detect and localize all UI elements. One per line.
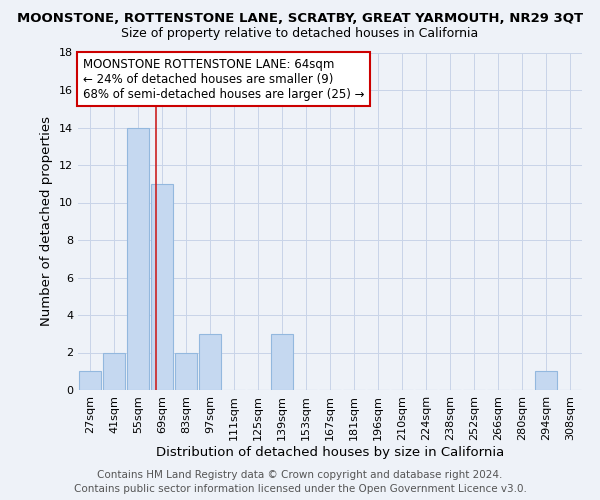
Bar — [151, 184, 173, 390]
Bar — [127, 128, 149, 390]
Bar — [199, 334, 221, 390]
Bar — [103, 352, 125, 390]
Text: Contains HM Land Registry data © Crown copyright and database right 2024.
Contai: Contains HM Land Registry data © Crown c… — [74, 470, 526, 494]
Text: MOONSTONE ROTTENSTONE LANE: 64sqm
← 24% of detached houses are smaller (9)
68% o: MOONSTONE ROTTENSTONE LANE: 64sqm ← 24% … — [83, 58, 365, 100]
Bar — [79, 371, 101, 390]
X-axis label: Distribution of detached houses by size in California: Distribution of detached houses by size … — [156, 446, 504, 458]
Bar — [535, 371, 557, 390]
Bar — [175, 352, 197, 390]
Text: MOONSTONE, ROTTENSTONE LANE, SCRATBY, GREAT YARMOUTH, NR29 3QT: MOONSTONE, ROTTENSTONE LANE, SCRATBY, GR… — [17, 12, 583, 26]
Text: Size of property relative to detached houses in California: Size of property relative to detached ho… — [121, 28, 479, 40]
Y-axis label: Number of detached properties: Number of detached properties — [40, 116, 53, 326]
Bar — [271, 334, 293, 390]
